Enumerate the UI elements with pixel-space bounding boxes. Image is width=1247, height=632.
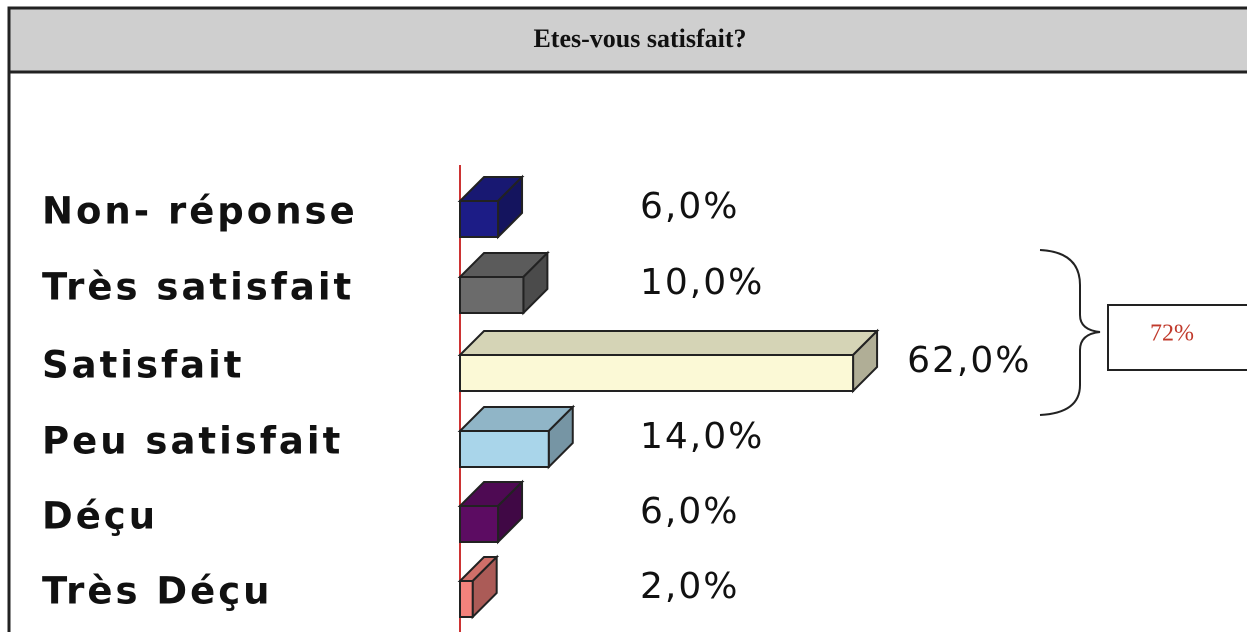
value-label: 2,0% bbox=[640, 566, 739, 607]
bracket bbox=[1039, 249, 1101, 416]
annotation: 72% bbox=[1150, 321, 1194, 347]
bar bbox=[457, 479, 525, 545]
value-label: 62,0% bbox=[907, 340, 1031, 381]
category-label: Non- réponse bbox=[42, 190, 358, 233]
category-label: Peu satisfait bbox=[42, 420, 343, 463]
bar bbox=[457, 250, 550, 316]
category-label: Satisfait bbox=[42, 344, 244, 387]
bar-front bbox=[459, 276, 525, 314]
value-label: 6,0% bbox=[640, 186, 739, 227]
bar-front bbox=[459, 430, 550, 468]
bar bbox=[457, 554, 500, 620]
value-label: 6,0% bbox=[640, 491, 739, 532]
bar-front bbox=[459, 505, 500, 543]
annotation-box bbox=[1107, 304, 1247, 371]
bar-front bbox=[459, 354, 855, 392]
chart-title: Etes-vous satisfait? bbox=[533, 24, 746, 53]
bar-front bbox=[459, 200, 500, 238]
title-band bbox=[7, 6, 1247, 74]
bar bbox=[457, 174, 525, 240]
bar-front bbox=[459, 580, 474, 618]
category-label: Très satisfait bbox=[42, 266, 354, 309]
value-label: 10,0% bbox=[640, 262, 764, 303]
bar-top bbox=[457, 330, 880, 356]
bar bbox=[457, 404, 576, 470]
value-label: 14,0% bbox=[640, 416, 764, 457]
category-label: Déçu bbox=[42, 495, 158, 538]
bar bbox=[457, 328, 880, 394]
category-label: Très Déçu bbox=[42, 570, 273, 613]
